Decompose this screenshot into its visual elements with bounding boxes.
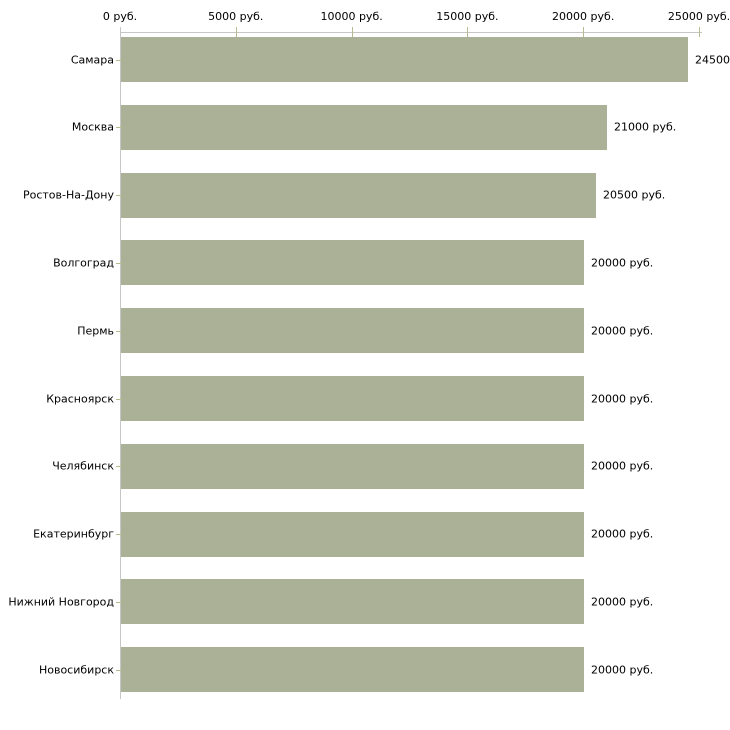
category-label: Красноярск bbox=[46, 392, 114, 405]
value-label: 20000 руб. bbox=[591, 595, 654, 609]
y-axis-tick-mark bbox=[116, 670, 122, 671]
y-axis-tick-mark bbox=[116, 534, 122, 535]
category-label: Волгоград bbox=[53, 256, 114, 270]
value-label: 20000 руб. bbox=[591, 392, 654, 405]
x-axis-tick-mark bbox=[467, 27, 469, 37]
value-label: 24500 bbox=[695, 53, 730, 66]
bar-4 bbox=[121, 308, 584, 354]
x-axis-tick-label: 10000 руб. bbox=[320, 10, 383, 23]
value-label: 20000 руб. bbox=[591, 663, 654, 677]
y-axis-tick-mark bbox=[116, 466, 122, 467]
x-axis-tick-label: 0 руб. bbox=[102, 10, 138, 23]
category-label: Пермь bbox=[77, 324, 114, 338]
x-axis-line bbox=[120, 32, 702, 33]
y-axis-tick-mark bbox=[116, 263, 122, 264]
category-label: Екатеринбург bbox=[33, 527, 114, 541]
y-axis-tick-mark bbox=[116, 331, 122, 332]
y-axis-tick-mark bbox=[116, 60, 122, 61]
bar-6 bbox=[121, 443, 584, 489]
value-label: 20500 руб. bbox=[603, 188, 666, 202]
value-label: 21000 руб. bbox=[614, 120, 677, 134]
x-axis-tick-label: 5000 руб. bbox=[208, 10, 264, 23]
y-axis-line bbox=[120, 32, 121, 699]
x-axis-tick-label: 25000 руб. bbox=[667, 10, 730, 23]
value-label: 20000 руб. bbox=[591, 459, 654, 473]
value-label: 20000 руб. bbox=[591, 527, 654, 541]
category-label: Новосибирск bbox=[38, 663, 114, 677]
x-axis-tick-label: 20000 руб. bbox=[552, 10, 615, 23]
x-axis-tick-label: 15000 руб. bbox=[436, 10, 499, 23]
bar-7 bbox=[121, 511, 584, 557]
x-axis-tick-mark bbox=[235, 27, 237, 37]
bar-0 bbox=[121, 37, 688, 82]
x-axis-tick-mark bbox=[120, 27, 121, 37]
y-axis-tick-mark bbox=[116, 127, 122, 128]
bar-8 bbox=[121, 579, 584, 625]
x-axis-tick-mark bbox=[583, 27, 585, 37]
bar-9 bbox=[121, 647, 584, 693]
y-axis-tick-mark bbox=[116, 195, 122, 196]
category-label: Москва bbox=[71, 120, 114, 134]
x-axis-tick-mark bbox=[699, 27, 700, 37]
bar-1 bbox=[121, 104, 607, 150]
category-label: Ростов-На-Дону bbox=[22, 188, 114, 202]
category-label: Самара bbox=[70, 53, 114, 66]
y-axis-tick-mark bbox=[116, 399, 122, 400]
value-label: 20000 руб. bbox=[591, 324, 654, 338]
category-label: Нижний Новгород bbox=[8, 595, 114, 609]
value-label: 20000 руб. bbox=[591, 256, 654, 270]
category-label: Челябинск bbox=[52, 459, 114, 473]
bar-2 bbox=[121, 172, 596, 218]
x-axis-tick-mark bbox=[351, 27, 353, 37]
bar-3 bbox=[121, 240, 584, 286]
y-axis-tick-mark bbox=[116, 602, 122, 603]
bar-5 bbox=[121, 376, 584, 421]
